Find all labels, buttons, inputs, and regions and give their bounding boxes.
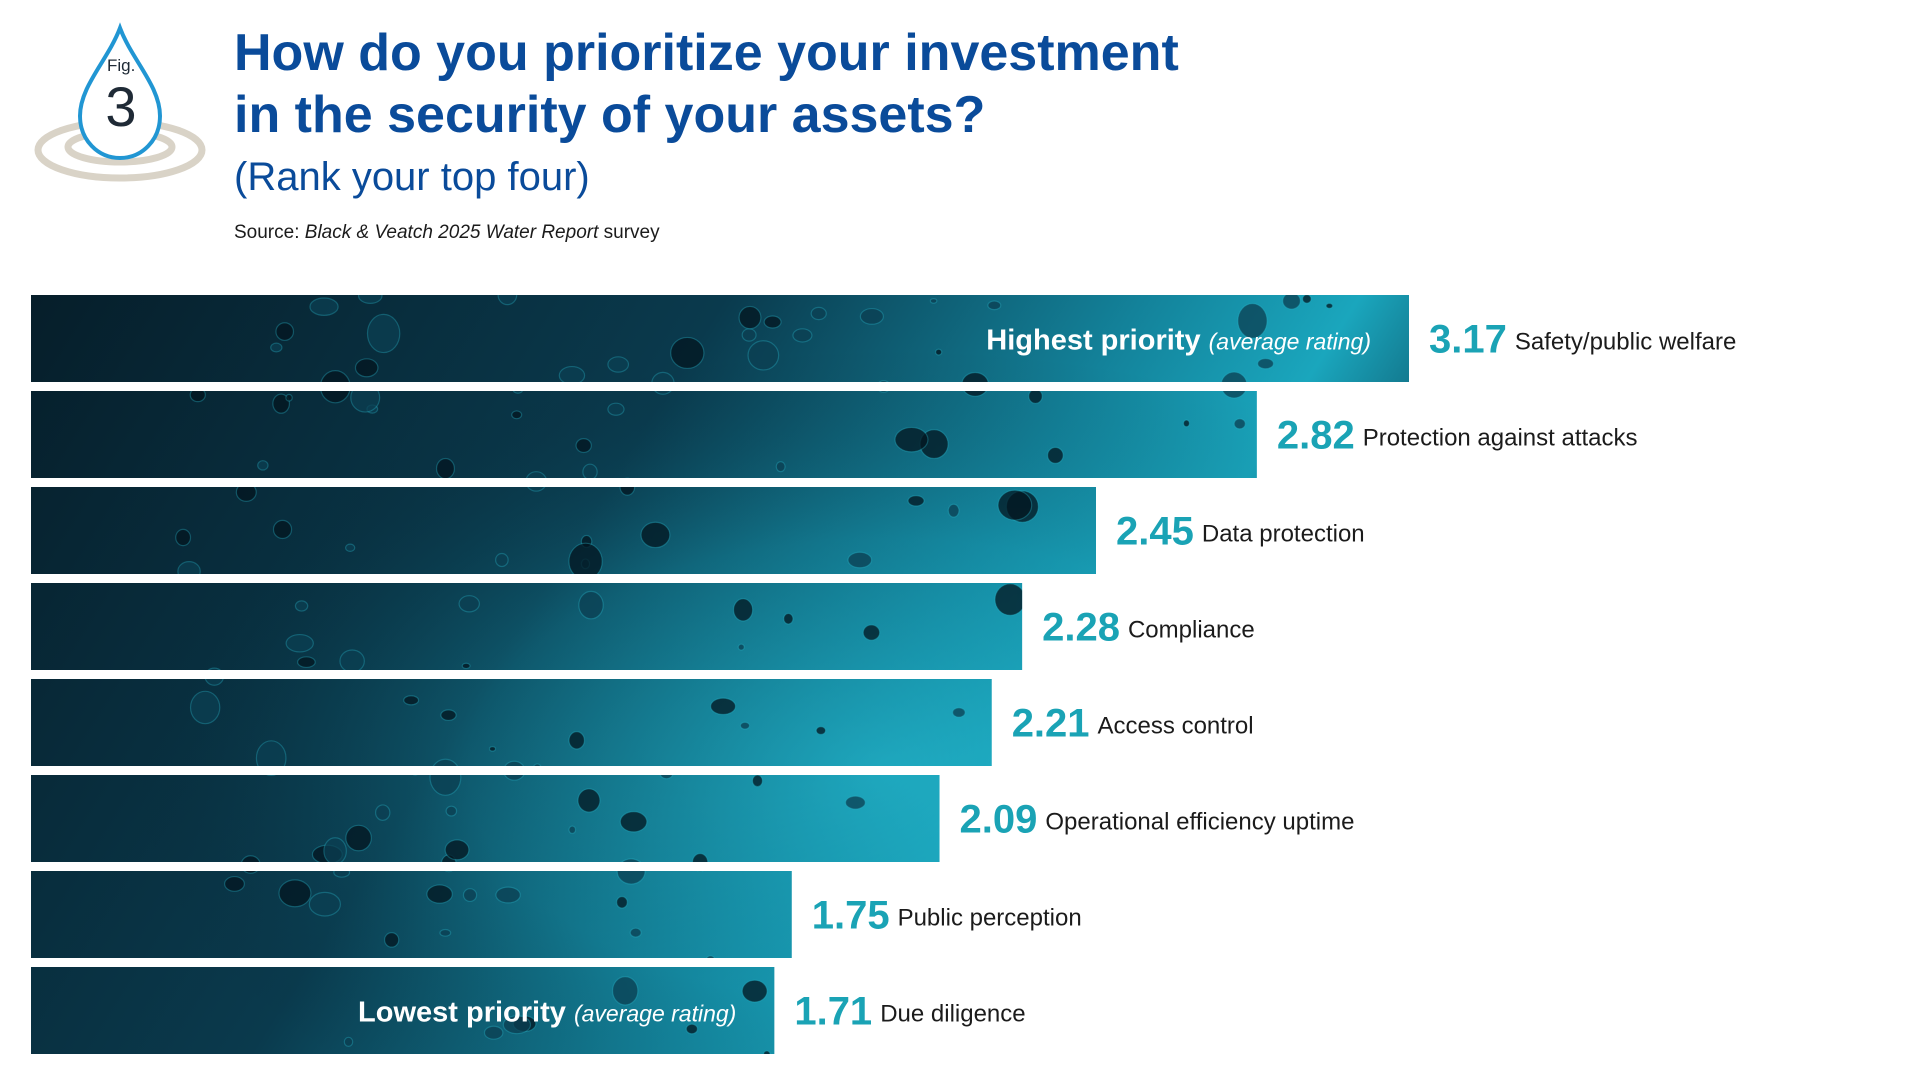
- bars-layer: [31, 295, 1409, 1054]
- bar-category-label: Compliance: [1128, 617, 1255, 644]
- highest-priority-annotation-strong: Highest priority: [986, 325, 1208, 357]
- source-note: Source: Black & Veatch 2025 Water Report…: [234, 222, 660, 244]
- labels-layer: 3.17 Safety/public welfare 2.82 Protection …: [358, 318, 1736, 1034]
- bar-category-label: Safety/public welfare: [1515, 329, 1736, 356]
- lowest-priority-annotation: Lowest priority (average rating): [358, 997, 736, 1029]
- bar-category-label: Data protection: [1202, 521, 1365, 548]
- highest-priority-annotation: Highest priority (average rating): [986, 325, 1371, 357]
- source-prefix: Source:: [234, 222, 305, 243]
- bar-category-label: Access control: [1098, 713, 1254, 740]
- title-line-2: in the security of your assets?: [234, 86, 986, 144]
- lowest-priority-annotation-strong: Lowest priority: [358, 997, 574, 1029]
- bar-value-label: 2.82: [1277, 414, 1355, 458]
- bar-category-label: Due diligence: [880, 1001, 1025, 1028]
- figure-label: Fig.: [107, 56, 136, 75]
- bar-category-label: Public perception: [898, 905, 1082, 932]
- drop-shape: [77, 22, 163, 161]
- figure-number: 3: [105, 75, 137, 138]
- lowest-priority-annotation-em: (average rating): [574, 1001, 736, 1027]
- highest-priority-annotation-em: (average rating): [1209, 329, 1371, 355]
- water-drop-icon: [34, 22, 206, 182]
- bar-value-label: 2.45: [1116, 510, 1194, 554]
- bar-value-label: 1.75: [812, 894, 890, 938]
- bar-value-label: 2.28: [1042, 606, 1120, 650]
- bar-value-label: 1.71: [794, 990, 872, 1034]
- bars-texture: [31, 295, 1409, 1054]
- bar-value-label: 3.17: [1429, 318, 1507, 362]
- bar-category-label: Protection against attacks: [1363, 425, 1638, 452]
- bar-value-label: 2.21: [1012, 702, 1090, 746]
- source-suffix: survey: [598, 222, 660, 243]
- bar-value-label: 2.09: [960, 798, 1038, 842]
- title-line-1: How do you prioritize your investment: [234, 24, 1179, 82]
- chart-subtitle: (Rank your top four): [234, 155, 590, 199]
- source-title: Black & Veatch 2025 Water Report: [304, 222, 599, 243]
- chart-title: How do you prioritize your investment in…: [234, 22, 1334, 146]
- bar-category-label: Operational efficiency uptime: [1045, 809, 1354, 836]
